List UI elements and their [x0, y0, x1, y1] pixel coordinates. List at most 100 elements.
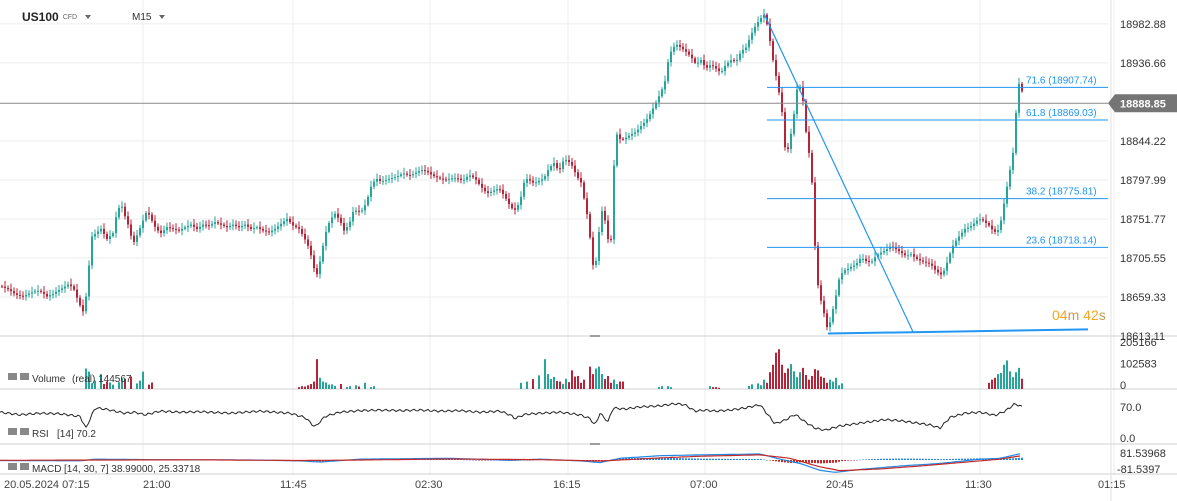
candle-body	[715, 66, 717, 69]
candle-body	[940, 272, 942, 275]
volume-legend: Volume	[32, 374, 66, 385]
volume-bar	[307, 385, 309, 389]
volume-bar	[775, 352, 777, 389]
candle-body	[517, 204, 519, 210]
macd-histogram-bar	[709, 458, 711, 460]
volume-bar	[370, 387, 372, 389]
volume-bar	[136, 383, 138, 389]
candle-body	[526, 179, 528, 183]
macd-histogram-bar	[895, 458, 897, 460]
candle-body	[262, 228, 264, 231]
fib-level-label: 71.6 (18907.74)	[1026, 75, 1097, 86]
volume-bar	[622, 381, 624, 389]
macd-histogram-bar	[451, 459, 453, 460]
macd-histogram-bar	[931, 458, 933, 460]
candle-body	[217, 222, 219, 224]
volume-bar	[763, 379, 765, 389]
candle-body	[481, 183, 483, 188]
macd-histogram-bar	[835, 460, 837, 463]
candle-body	[271, 230, 273, 233]
countdown-seconds: 42	[1079, 307, 1099, 323]
candle-body	[259, 227, 261, 229]
candle-body	[913, 254, 915, 257]
candle-body	[256, 227, 258, 229]
last-price-label: 18888.85	[1120, 98, 1166, 110]
candle-body	[595, 260, 597, 265]
candle-body	[787, 147, 789, 150]
candle-body	[421, 170, 423, 172]
countdown-sec-unit: s	[1099, 307, 1106, 323]
candle-body	[862, 258, 864, 260]
chevron-down-icon	[85, 15, 92, 19]
volume-bar	[331, 384, 333, 389]
macd-histogram-bar	[862, 459, 864, 461]
volume-bar	[325, 382, 327, 389]
timeframe-selector[interactable]: M15	[132, 8, 166, 26]
candle-body	[487, 191, 489, 194]
candle-body	[730, 60, 732, 63]
macd-histogram-bar	[817, 460, 819, 464]
macd-histogram-bar	[466, 459, 468, 461]
candle-body	[991, 225, 993, 230]
volume-bar	[658, 387, 660, 389]
symbol-selector[interactable]: US100 CFD	[22, 8, 92, 26]
candle-body	[109, 236, 111, 240]
candle-body	[163, 230, 165, 234]
candle-body	[61, 288, 63, 291]
candle-body	[718, 68, 720, 72]
candle-body	[388, 178, 390, 180]
candle-body	[415, 172, 417, 175]
legend-menu-icon	[8, 463, 17, 470]
candle-body	[190, 224, 192, 226]
candle-body	[724, 66, 726, 72]
macd-histogram-bar	[772, 460, 774, 461]
macd-histogram-bar	[892, 458, 894, 460]
volume-bar	[613, 379, 615, 389]
macd-histogram-bar	[457, 459, 459, 461]
macd-histogram-bar	[886, 458, 888, 460]
candle-body	[709, 65, 711, 68]
macd-histogram-bar	[949, 458, 951, 460]
candle-body	[949, 253, 951, 263]
candle-body	[982, 219, 984, 221]
candle-body	[544, 176, 546, 180]
volume-bar	[568, 382, 570, 389]
volume-bar	[796, 377, 798, 389]
macd-histogram-bar	[880, 458, 882, 460]
candle-body	[265, 230, 267, 232]
candle-body	[658, 96, 660, 103]
candle-body	[703, 60, 705, 66]
macd-histogram-bar	[673, 458, 675, 460]
candle-body	[73, 286, 75, 290]
candles	[1, 8, 1023, 332]
volume-bar	[334, 385, 336, 389]
candle-body	[829, 322, 831, 328]
candle-body	[721, 71, 723, 73]
rsi-line	[0, 402, 1023, 432]
candle-body	[547, 170, 549, 177]
price-tick-label: 18613.11	[1120, 331, 1165, 343]
candle-body	[430, 172, 432, 175]
macd-histogram-bar	[1021, 457, 1023, 460]
candle-body	[802, 86, 804, 101]
volume-bar	[667, 386, 669, 389]
volume-bar	[814, 369, 816, 389]
volume-bar	[766, 382, 768, 389]
macd-histogram-bar	[742, 458, 744, 460]
candle-body	[382, 180, 384, 182]
macd-histogram-bar	[724, 458, 726, 460]
macd-histogram-bar	[913, 458, 915, 460]
candle-body	[397, 176, 399, 178]
candle-body	[790, 133, 792, 150]
candle-body	[343, 222, 345, 231]
candle-body	[496, 189, 498, 191]
candle-body	[34, 291, 36, 293]
macd-histogram-bar	[694, 458, 696, 460]
volume-bar	[1021, 378, 1023, 389]
legend-settings-icon	[20, 373, 29, 380]
macd-histogram-bar	[529, 460, 531, 461]
legend-menu-icon	[8, 428, 17, 435]
candle-body	[7, 287, 9, 290]
candle-body	[502, 189, 504, 195]
